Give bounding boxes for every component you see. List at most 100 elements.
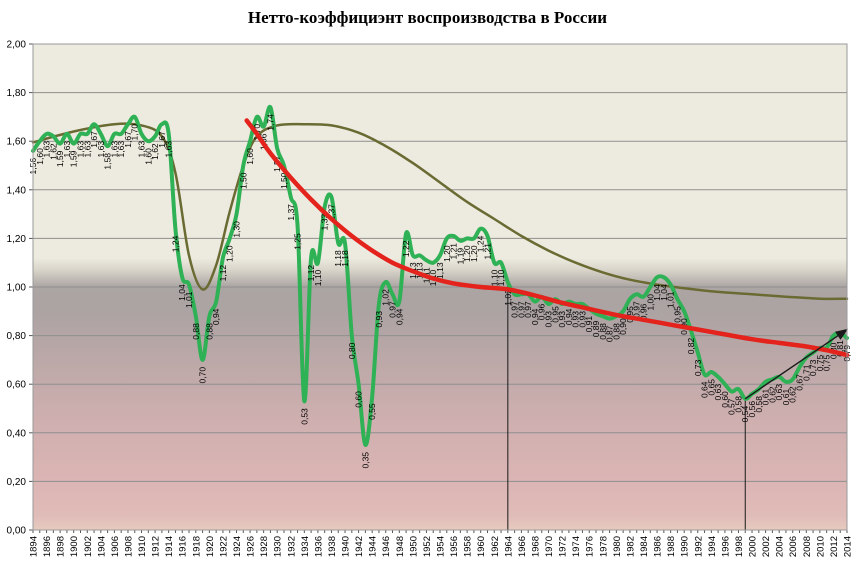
x-tick-label: 1984 bbox=[639, 536, 650, 557]
x-tick-label: 1960 bbox=[476, 536, 487, 557]
data-labels: 1,561,601,631,621,591,631,591,631,631,67… bbox=[28, 114, 852, 469]
y-tick-label: 0,20 bbox=[7, 477, 27, 488]
data-label: 0,97 bbox=[632, 301, 642, 318]
x-tick-label: 2008 bbox=[802, 536, 813, 557]
y-tick-label: 1,00 bbox=[7, 283, 27, 294]
x-tick-label: 1966 bbox=[517, 536, 528, 557]
data-label: 0,88 bbox=[598, 323, 608, 340]
data-label: 0,89 bbox=[591, 320, 601, 337]
data-label: 1,62 bbox=[150, 143, 160, 160]
x-tick-label: 2010 bbox=[815, 536, 826, 557]
y-tick-label: 0,00 bbox=[7, 526, 27, 537]
data-label: 1,20 bbox=[225, 245, 235, 262]
data-label: 0,71 bbox=[801, 364, 811, 381]
data-label: 0,35 bbox=[360, 452, 370, 469]
data-label: 0,53 bbox=[299, 408, 309, 425]
data-label: 1,20 bbox=[462, 245, 472, 262]
x-tick-label: 1988 bbox=[666, 536, 677, 557]
x-axis: 1894 1896 1898 1900 1902 1904 1906 1908 1910 1912… bbox=[29, 44, 854, 557]
data-label: 1,63 bbox=[62, 141, 72, 158]
data-label: 1,21 bbox=[449, 243, 459, 260]
trend-arrow bbox=[744, 328, 849, 400]
y-tick-label: 1,20 bbox=[7, 234, 27, 245]
x-tick-label: 1938 bbox=[327, 536, 338, 557]
data-label: 0,55 bbox=[367, 403, 377, 420]
data-label: 0,73 bbox=[693, 359, 703, 376]
data-label: 0,65 bbox=[706, 379, 716, 396]
data-label: 0,67 bbox=[795, 374, 805, 391]
data-label: 1,67 bbox=[123, 131, 133, 148]
x-tick-label: 1992 bbox=[693, 536, 704, 557]
x-tick-label: 1940 bbox=[341, 536, 352, 557]
x-tick-label: 1920 bbox=[205, 536, 216, 557]
data-label: 0,94 bbox=[564, 308, 574, 325]
data-label: 1,24 bbox=[476, 235, 486, 252]
data-label: 0,57 bbox=[727, 398, 737, 415]
data-label: 1,04 bbox=[652, 284, 662, 301]
data-label: 1,00 bbox=[645, 294, 655, 311]
data-label: 0,88 bbox=[204, 323, 214, 340]
data-label: 0,87 bbox=[605, 325, 615, 342]
series-net-reproduction-rate bbox=[31, 104, 849, 447]
x-tick-label: 1994 bbox=[707, 536, 718, 557]
x-tick-label: 1894 bbox=[29, 536, 40, 557]
x-tick-label: 1924 bbox=[232, 536, 243, 557]
x-tick-label: 1978 bbox=[598, 536, 609, 557]
data-label: 0,82 bbox=[686, 337, 696, 354]
x-tick-label: 1958 bbox=[463, 536, 474, 557]
data-label: 1,63 bbox=[75, 141, 85, 158]
data-label: 1,13 bbox=[415, 262, 425, 279]
data-label: 0,95 bbox=[625, 306, 635, 323]
data-label: 1,50 bbox=[238, 172, 248, 189]
data-label: 0,93 bbox=[577, 311, 587, 328]
x-tick-label: 2012 bbox=[829, 536, 840, 557]
x-tick-label: 2006 bbox=[788, 536, 799, 557]
data-label: 1,02 bbox=[381, 289, 391, 306]
data-label: 1,04 bbox=[659, 284, 669, 301]
x-tick-label: 1944 bbox=[368, 536, 379, 557]
x-tick-label: 1902 bbox=[83, 536, 94, 557]
x-tick-label: 1922 bbox=[218, 536, 229, 557]
x-tick-label: 1908 bbox=[123, 536, 134, 557]
data-label: 0,97 bbox=[510, 301, 520, 318]
x-tick-label: 1956 bbox=[449, 536, 460, 557]
data-label: 1,12 bbox=[306, 265, 316, 282]
x-tick-label: 1990 bbox=[680, 536, 691, 557]
x-tick-label: 1936 bbox=[313, 536, 324, 557]
x-tick-label: 1968 bbox=[530, 536, 541, 557]
data-label: 0,97 bbox=[388, 301, 398, 318]
data-label: 1,59 bbox=[69, 150, 79, 167]
data-label: 1,74 bbox=[265, 114, 275, 131]
data-label: 0,62 bbox=[767, 386, 777, 403]
x-tick-label: 1932 bbox=[286, 536, 297, 557]
data-label: 1,60 bbox=[245, 148, 255, 165]
x-tick-label: 2000 bbox=[748, 536, 759, 557]
data-label: 0,63 bbox=[713, 384, 723, 401]
data-label: 0,70 bbox=[198, 367, 208, 384]
data-label: 1,63 bbox=[96, 141, 106, 158]
x-tick-label: 1954 bbox=[436, 536, 447, 557]
data-label: 0,94 bbox=[394, 308, 404, 325]
data-label: 1,37 bbox=[286, 204, 296, 221]
data-label: 0,54 bbox=[740, 406, 750, 423]
data-label: 0,60 bbox=[720, 391, 730, 408]
data-label: 1,10 bbox=[489, 269, 499, 286]
y-tick-label: 0,80 bbox=[7, 331, 27, 342]
data-label: 0,64 bbox=[700, 381, 710, 398]
data-label: 1,70 bbox=[130, 124, 140, 141]
y-tick-label: 0,40 bbox=[7, 428, 27, 439]
data-label: 0,75 bbox=[822, 354, 832, 371]
x-tick-label: 1974 bbox=[571, 536, 582, 557]
x-tick-label: 1918 bbox=[191, 536, 202, 557]
x-tick-label: 1976 bbox=[585, 536, 596, 557]
data-label: 1,10 bbox=[496, 269, 506, 286]
x-tick-label: 1998 bbox=[734, 536, 745, 557]
data-label: 0,93 bbox=[544, 311, 554, 328]
reference-lines bbox=[507, 282, 746, 530]
y-tick-label: 1,60 bbox=[7, 137, 27, 148]
x-tick-label: 1980 bbox=[612, 536, 623, 557]
x-tick-label: 2004 bbox=[775, 536, 786, 557]
data-label: 1,63 bbox=[42, 141, 52, 158]
data-label: 1,25 bbox=[293, 233, 303, 250]
